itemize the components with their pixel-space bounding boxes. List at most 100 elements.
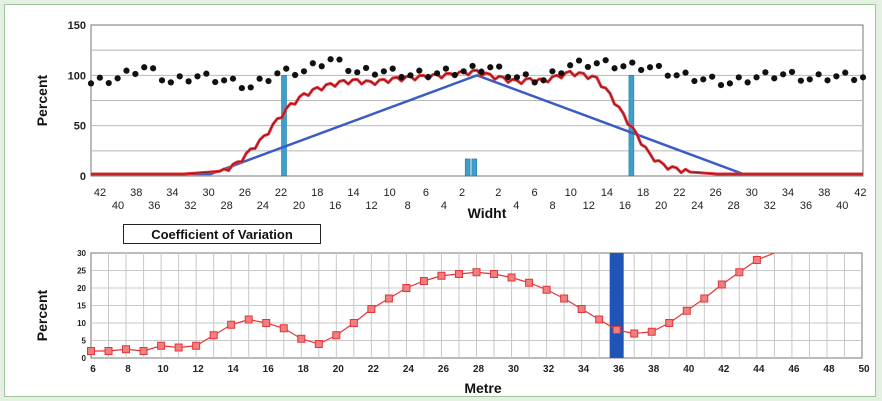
cov-point (402, 284, 411, 292)
cov-point (437, 271, 446, 280)
figure-panel: 0 50 100 150 Percent 42 38 34 30 26 22 18 14 10 6 2 2 6 10… (4, 4, 876, 397)
cov-point (244, 315, 253, 324)
cov-point (507, 273, 516, 282)
x-tick-label: 26 (438, 364, 450, 375)
cv-dot (247, 84, 254, 91)
cov-point (87, 347, 95, 355)
cov-point (560, 294, 569, 303)
cv-dot (655, 62, 663, 70)
x-tick-label: 20 (333, 364, 345, 375)
cv-dot (833, 73, 840, 80)
x-tick-label-bottom: 32 (764, 200, 776, 212)
x-tick-label-bottom: 4 (441, 200, 447, 212)
y-tick-label: 5 (82, 337, 87, 346)
cv-dot (229, 75, 237, 82)
x-tick-label-top: 34 (166, 187, 178, 199)
cv-dot (300, 68, 308, 75)
cov-point (104, 347, 113, 355)
cov-point (665, 319, 674, 327)
marker-bar (464, 158, 471, 177)
x-tick-label-top: 42 (94, 187, 106, 199)
cov-point (735, 268, 744, 277)
cv-dot (780, 71, 787, 78)
x-tick-label: 16 (263, 364, 275, 375)
x-tick-label-top: 18 (637, 187, 649, 199)
x-tick-label-bottom: 12 (365, 200, 377, 212)
x-tick-label-top: 26 (709, 187, 721, 199)
cv-dot (629, 59, 636, 66)
x-tick-label-bottom: 20 (655, 200, 667, 212)
x-tick-label-top: 14 (347, 187, 359, 199)
cv-dot (771, 75, 778, 82)
x-axis-label: Widht (468, 205, 507, 220)
x-tick-label-bottom: 32 (184, 200, 196, 212)
cv-dot (664, 72, 671, 79)
cv-dot (451, 71, 458, 79)
y-tick-label: 50 (74, 121, 86, 133)
cv-dot (336, 56, 343, 63)
x-tick-label: 6 (90, 364, 96, 375)
cv-dot (203, 70, 210, 77)
cv-dot (265, 77, 272, 85)
x-tick-label: 46 (788, 364, 800, 375)
x-tick-label-bottom: 8 (405, 200, 411, 212)
cov-point (682, 306, 691, 315)
y-tick-label: 150 (68, 20, 86, 32)
cov-point (647, 327, 656, 336)
cv-dot (433, 70, 441, 77)
cov-point (279, 324, 288, 333)
cv-dot (389, 65, 396, 72)
cv-dot (469, 62, 476, 70)
cv-dot (717, 81, 725, 89)
x-tick-label: 48 (823, 364, 835, 375)
x-tick-label-bottom: 12 (583, 200, 595, 212)
marker-bar (281, 75, 287, 177)
cv-dot (567, 62, 574, 69)
x-tick-label: 30 (508, 364, 520, 375)
x-tick-label-top: 6 (531, 187, 537, 199)
x-tick-label-top: 18 (311, 187, 323, 199)
cv-dot (212, 78, 219, 86)
y-axis-label: Percent (34, 74, 50, 126)
cov-point (157, 341, 166, 350)
cv-dot (700, 76, 707, 83)
y-axis-label: Percent (34, 289, 50, 341)
cv-dot (638, 66, 645, 74)
cov-point (419, 277, 428, 285)
cov-point (192, 341, 201, 350)
cv-dot (442, 65, 450, 72)
x-tick-label-bottom: 40 (836, 200, 848, 212)
x-tick-label: 24 (403, 364, 415, 375)
cv-dot (709, 73, 716, 80)
x-tick-label-bottom: 28 (221, 200, 233, 212)
x-tick-label: 34 (578, 364, 590, 375)
x-tick-label-top: 22 (673, 187, 685, 199)
cv-dot (815, 71, 822, 78)
cv-dot (788, 68, 796, 76)
cv-dot (96, 74, 103, 81)
cv-dot (114, 75, 121, 82)
cv-dot (762, 69, 769, 76)
cov-point (122, 345, 131, 354)
cv-dot (602, 57, 609, 64)
cov-point (297, 334, 306, 343)
cv-dot (842, 69, 849, 76)
highlight-bar (609, 253, 624, 358)
x-axis-label: Metre (464, 380, 502, 396)
x-tick-label: 28 (473, 364, 485, 375)
cov-point (595, 315, 604, 324)
x-tick-label-bottom: 24 (691, 200, 703, 212)
y-tick-label: 0 (80, 171, 86, 183)
x-tick-label-top: 30 (746, 187, 758, 199)
cv-dot (531, 79, 538, 86)
cv-dot (593, 60, 600, 67)
cv-dot (806, 76, 813, 83)
x-tick-label-top: 2 (495, 187, 501, 199)
cv-dot (291, 71, 299, 79)
x-tick-label-bottom: 4 (513, 200, 519, 212)
x-tick-label: 36 (613, 364, 625, 375)
cv-dot (851, 76, 858, 84)
cov-point (525, 278, 534, 287)
x-tick-label: 18 (298, 364, 310, 375)
